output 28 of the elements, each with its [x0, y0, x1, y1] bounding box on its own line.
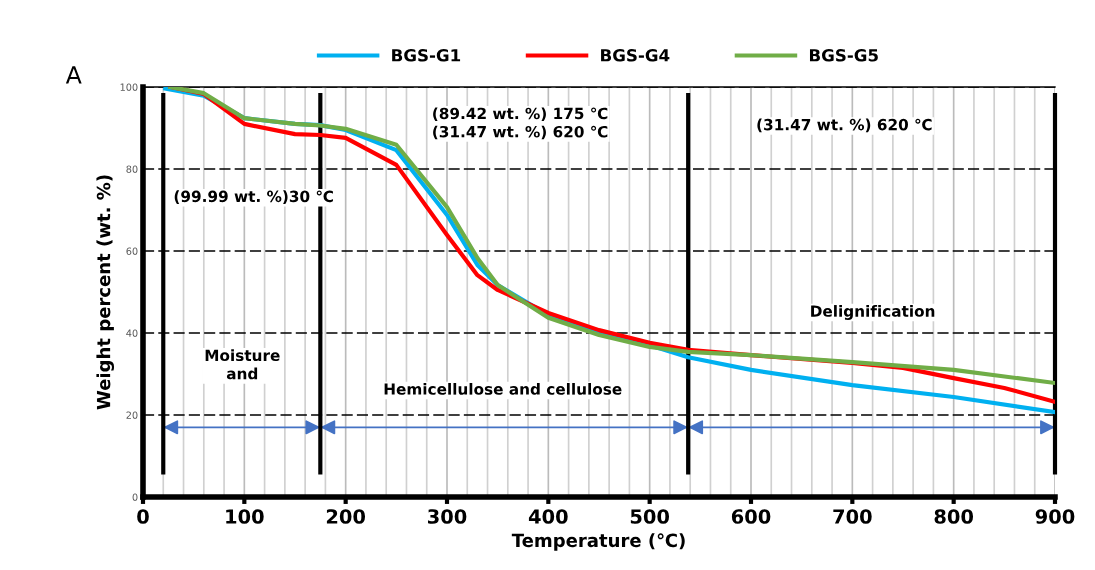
- annotation: Moisture and: [205, 349, 280, 380]
- annotation: (31.47 wt. %) 620 ℃: [757, 118, 932, 133]
- x-tick-label: 300: [428, 509, 467, 524]
- y-axis-title: Weight percent (wt. %): [96, 175, 115, 410]
- annotation: Hemicellulose and cellulose: [384, 383, 622, 395]
- x-tick-label: 500: [630, 509, 670, 524]
- x-tick-label: 400: [528, 509, 568, 524]
- annotation: (89.42 wt. %) 175 ℃ (31.47 wt. %) 620 ℃: [433, 107, 608, 140]
- legend-label: BGS-G4: [601, 48, 670, 62]
- legend-label: BGS-G1: [392, 48, 461, 62]
- x-tick-label: 900: [1035, 509, 1075, 524]
- x-axis-title: Temperature (℃): [511, 533, 685, 551]
- x-tick-label: 800: [934, 509, 974, 524]
- x-tick-label: 200: [326, 509, 366, 524]
- annotation: Delignification: [811, 305, 935, 320]
- y-tick-label: 60: [126, 247, 138, 255]
- y-tick-label: 80: [126, 165, 138, 173]
- text: A: [65, 66, 82, 84]
- annotation: (99.99 wt. %)30 ℃: [174, 190, 333, 204]
- x-tick-label: 0: [137, 509, 149, 524]
- y-tick-label: 40: [126, 329, 138, 337]
- x-tick-label: 100: [226, 509, 264, 524]
- y-tick-label: 20: [126, 411, 138, 419]
- y-tick-label: 0: [132, 493, 138, 501]
- y-tick-label: 100: [120, 83, 138, 91]
- x-tick-label: 600: [731, 509, 771, 524]
- x-tick-label: 700: [833, 509, 872, 524]
- legend-label: BGS-G5: [809, 48, 878, 62]
